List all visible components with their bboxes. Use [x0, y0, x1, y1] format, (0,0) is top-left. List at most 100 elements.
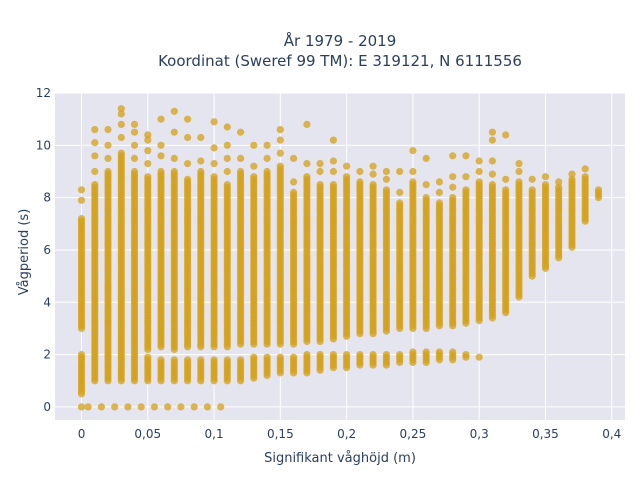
data-point — [190, 403, 198, 411]
data-point — [502, 186, 510, 194]
data-point — [276, 126, 284, 134]
data-point — [316, 181, 324, 189]
data-point — [157, 141, 165, 149]
data-point — [144, 173, 152, 181]
data-point — [290, 178, 298, 186]
data-point — [435, 178, 443, 186]
data-point — [528, 186, 536, 194]
x-tick-label: 0,1 — [205, 427, 224, 441]
data-point — [581, 165, 589, 173]
data-point — [382, 186, 390, 194]
data-point — [223, 123, 231, 131]
x-axis-label: Signifikant våghöjd (m) — [264, 451, 416, 466]
data-point — [449, 183, 457, 191]
data-point — [203, 403, 211, 411]
data-point — [502, 175, 510, 183]
data-point — [462, 186, 470, 194]
data-point — [223, 141, 231, 149]
chart-title-line-1: År 1979 - 2019 — [284, 31, 397, 50]
data-point — [130, 154, 139, 162]
data-point — [223, 167, 231, 176]
data-point — [594, 186, 603, 194]
data-point — [91, 152, 99, 160]
data-point — [77, 215, 86, 223]
data-point — [515, 160, 523, 168]
data-point — [91, 181, 99, 189]
data-point — [91, 139, 99, 147]
data-point — [210, 144, 218, 152]
data-point — [117, 133, 125, 142]
data-point — [210, 118, 218, 126]
data-point — [263, 167, 271, 176]
data-point — [488, 157, 496, 165]
data-point — [290, 353, 298, 361]
data-point — [356, 351, 364, 359]
data-point — [515, 178, 523, 186]
data-point — [343, 162, 351, 170]
data-point — [276, 136, 284, 144]
data-point — [303, 173, 311, 181]
data-point — [77, 196, 86, 204]
data-point — [170, 107, 178, 115]
data-point — [104, 167, 112, 176]
data-point — [144, 136, 152, 144]
data-point — [369, 170, 377, 178]
data-point — [130, 141, 139, 149]
x-tick-label: 0,35 — [532, 427, 559, 441]
data-point — [237, 154, 245, 162]
data-point — [475, 353, 483, 361]
data-point — [250, 173, 258, 181]
data-point — [422, 348, 430, 356]
data-point — [409, 178, 417, 186]
data-point — [164, 403, 172, 411]
data-point — [449, 194, 457, 202]
data-point — [91, 167, 99, 176]
data-point — [184, 175, 192, 183]
data-point — [250, 141, 258, 149]
data-point — [117, 105, 125, 113]
y-tick-label: 6 — [43, 243, 51, 257]
data-point — [290, 154, 298, 162]
data-point — [77, 403, 86, 411]
data-point — [435, 188, 443, 196]
data-point — [157, 356, 165, 364]
data-point — [197, 356, 205, 364]
data-point — [184, 133, 192, 142]
data-point — [541, 181, 550, 189]
y-tick-label: 12 — [36, 86, 51, 100]
data-point — [422, 181, 430, 189]
data-point — [223, 154, 231, 162]
data-point — [77, 186, 86, 194]
data-point — [170, 154, 178, 162]
data-point — [104, 154, 112, 162]
data-point — [303, 351, 311, 359]
data-point — [117, 110, 125, 118]
data-point — [117, 120, 125, 128]
data-point — [409, 167, 417, 176]
data-point — [329, 181, 337, 189]
data-point — [356, 178, 364, 186]
data-point — [488, 136, 496, 144]
data-point — [316, 160, 324, 168]
y-tick-label: 0 — [43, 400, 51, 414]
data-point — [137, 403, 145, 411]
data-point — [177, 403, 185, 411]
data-point — [276, 353, 284, 361]
data-point — [184, 356, 192, 364]
data-point — [170, 167, 178, 176]
data-points — [77, 105, 603, 411]
data-point — [170, 356, 178, 364]
data-point — [396, 199, 404, 207]
data-point — [475, 178, 483, 186]
data-point — [515, 167, 523, 176]
data-point — [263, 353, 271, 361]
data-point — [77, 351, 86, 359]
data-point — [329, 351, 337, 359]
data-point — [329, 157, 337, 165]
data-point — [528, 175, 536, 183]
x-tick-label: 0,25 — [400, 427, 427, 441]
x-tick-label: 0,2 — [337, 427, 356, 441]
data-point — [303, 160, 311, 168]
